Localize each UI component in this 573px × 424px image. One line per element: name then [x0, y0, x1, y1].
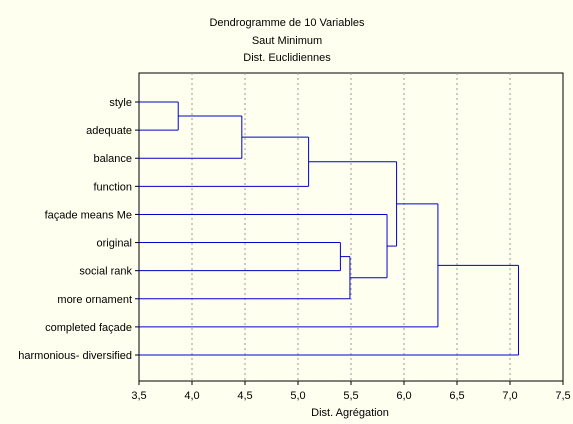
- x-tick-label-7: 7,0: [502, 390, 517, 402]
- chart-title-line-2: Saut Minimum: [252, 35, 322, 47]
- leaf-label-4: façade means Me: [45, 209, 132, 221]
- x-tick-label-5: 6,0: [396, 390, 411, 402]
- leaf-label-0: style: [109, 97, 132, 109]
- x-tick-label-8: 7,5: [555, 390, 570, 402]
- chart-title-line-1: Dendrogramme de 10 Variables: [209, 17, 365, 29]
- leaf-label-6: social rank: [79, 266, 132, 278]
- leaf-label-2: balance: [93, 153, 132, 165]
- x-axis-ticks: 3,5 4,0 4,5 5,0 5,5 6,0 6,5 7,0 7,5: [131, 381, 571, 402]
- chart-title-line-3: Dist. Euclidiennes: [243, 52, 331, 64]
- leaf-label-7: more ornament: [57, 294, 132, 306]
- leaf-label-5: original: [97, 238, 132, 250]
- grid-lines: [191, 73, 511, 381]
- leaf-labels: style adequate balance function façade means…: [18, 97, 139, 362]
- x-tick-label-2: 4,5: [237, 390, 252, 402]
- x-tick-label-1: 4,0: [184, 390, 199, 402]
- dendrogram-branches: [139, 101, 519, 356]
- x-axis-title: Dist. Agrégation: [311, 407, 389, 419]
- leaf-label-9: harmonious- diversified: [18, 350, 132, 362]
- x-tick-label-4: 5,5: [343, 390, 358, 402]
- leaf-label-1: adequate: [86, 125, 132, 137]
- leaf-label-8: completed façade: [45, 322, 132, 334]
- x-tick-label-3: 5,0: [290, 390, 305, 402]
- leaf-label-3: function: [93, 181, 132, 193]
- x-tick-label-0: 3,5: [131, 390, 146, 402]
- x-tick-label-6: 6,5: [449, 390, 464, 402]
